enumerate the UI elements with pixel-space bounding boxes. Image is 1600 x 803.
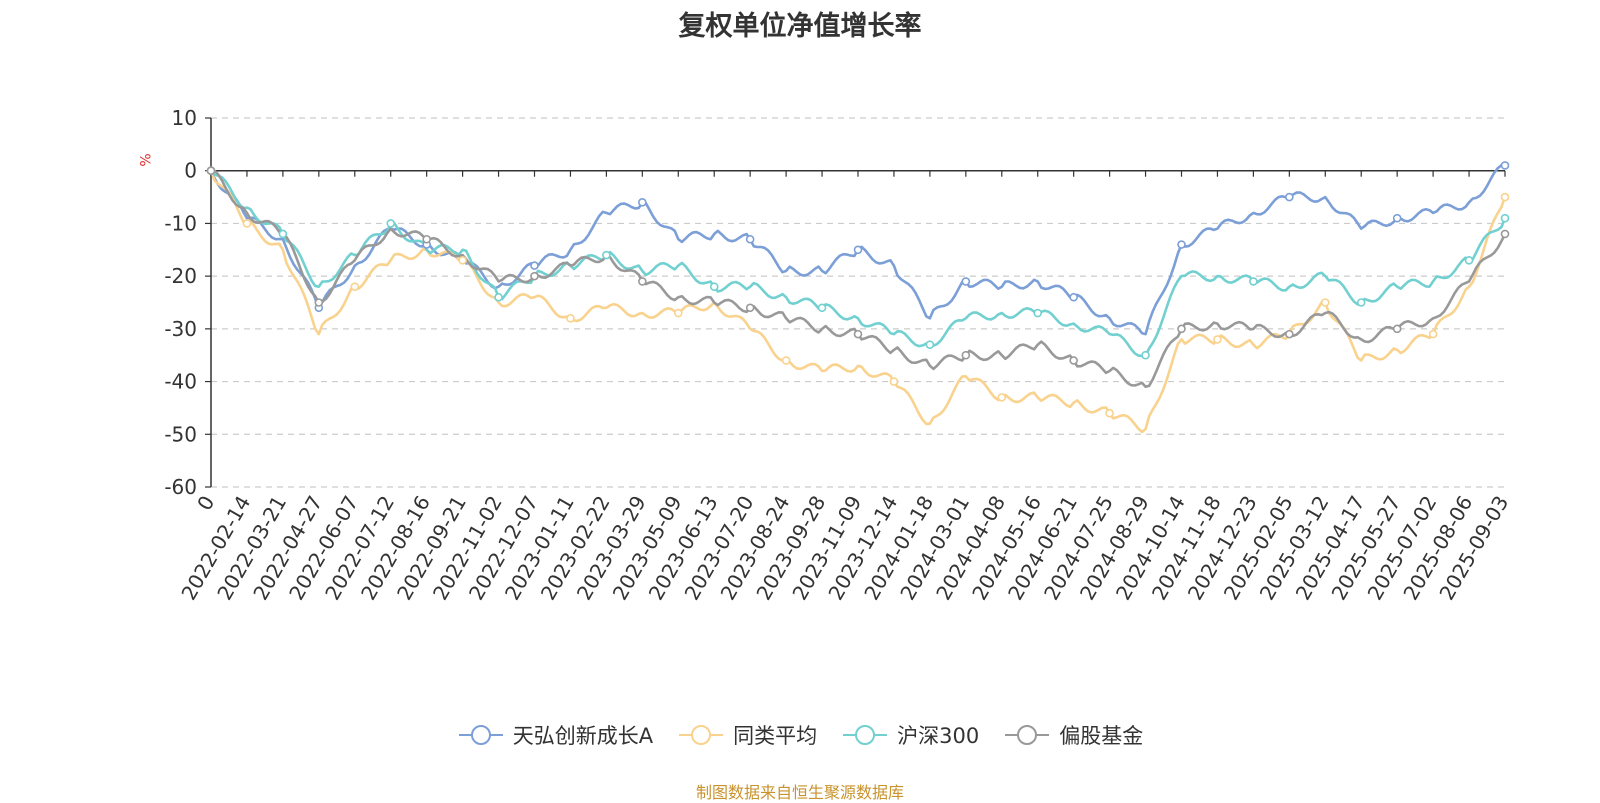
legend-label: 同类平均 [733, 724, 818, 748]
series-point [745, 234, 755, 244]
legend-label: 偏股基金 [1059, 724, 1144, 748]
chart-title: 复权单位净值增长率 [678, 11, 922, 42]
series-markers [206, 161, 1510, 418]
grid-lines [211, 117, 1505, 488]
series-point [925, 340, 935, 349]
legend-label: 沪深300 [897, 724, 980, 748]
y-tick-label: -30 [164, 317, 197, 341]
series-lines [209, 164, 1507, 434]
source-note: 制图数据来自恒生聚源数据库 [695, 783, 904, 802]
series-point [1069, 292, 1078, 302]
series-point [638, 277, 647, 286]
tick-labels: 100-10-20-30-40-50-6002022-02-142022-03-… [164, 106, 1513, 604]
series-line [209, 170, 1507, 434]
y-tick-label: -60 [164, 475, 197, 499]
series-point [242, 219, 252, 228]
series-point [961, 350, 971, 360]
series-point [1464, 256, 1474, 265]
series-line [210, 169, 1507, 358]
legend-label: 天弘创新成长A [512, 724, 654, 748]
series-point [1069, 356, 1078, 365]
series-point [530, 261, 539, 270]
series-point [1285, 192, 1294, 202]
legend-line-circle-icon [679, 725, 724, 745]
legend-item[interactable]: 同类平均 [677, 720, 817, 750]
series-point [745, 303, 755, 313]
y-tick-label: 10 [172, 106, 197, 130]
legend: 天弘创新成长A 同类平均 沪深300 偏股基金 [0, 720, 1600, 750]
series-point [853, 245, 863, 255]
series-point [1356, 298, 1366, 307]
series-point [350, 282, 360, 291]
series-point [1033, 308, 1043, 318]
series-point [709, 282, 719, 291]
series-point [889, 377, 899, 386]
legend-line-circle-icon [458, 725, 503, 745]
series-point [1428, 329, 1438, 339]
series-point [1213, 335, 1222, 344]
series-point [530, 271, 539, 281]
series-point [1392, 324, 1402, 334]
series-point [1177, 240, 1186, 249]
series-point [1392, 213, 1402, 223]
series-point [1500, 213, 1510, 223]
series-point [206, 166, 216, 176]
y-tick-label: -10 [164, 211, 197, 235]
series-point [422, 234, 431, 244]
series-point [1500, 192, 1510, 202]
legend-line-circle-icon [843, 725, 888, 745]
series-point [1249, 277, 1258, 286]
series-point [566, 314, 575, 323]
series-point [781, 356, 791, 365]
legend-item[interactable]: 天弘创新成长A [457, 720, 653, 750]
series-point [997, 393, 1007, 402]
legend-item[interactable]: 偏股基金 [1003, 720, 1143, 750]
series-point [1105, 408, 1114, 418]
y-tick-label: -20 [164, 264, 197, 288]
series-point [1500, 229, 1510, 239]
series-point [1177, 324, 1186, 334]
series-point [1141, 350, 1150, 360]
series-point [638, 198, 647, 207]
series-point [817, 303, 827, 313]
series-point [1320, 298, 1330, 307]
series-point [458, 256, 467, 265]
series-point [602, 250, 611, 260]
series-point [278, 229, 288, 239]
y-tick-label: -40 [164, 370, 197, 394]
series-point [494, 292, 503, 302]
series-point [853, 329, 863, 339]
axes [205, 117, 1506, 488]
y-axis-label: % [138, 153, 155, 167]
legend-item[interactable]: 沪深300 [841, 720, 979, 750]
series-point [386, 219, 396, 228]
series-point [961, 277, 971, 286]
series-point [1500, 161, 1510, 170]
x-tick-label: 0 [192, 492, 219, 515]
series-point [314, 298, 324, 307]
series-point [673, 308, 683, 318]
series-point [1285, 329, 1294, 339]
legend-line-circle-icon [1005, 725, 1050, 745]
y-tick-label: -50 [164, 422, 197, 446]
y-tick-label: 0 [184, 159, 197, 183]
